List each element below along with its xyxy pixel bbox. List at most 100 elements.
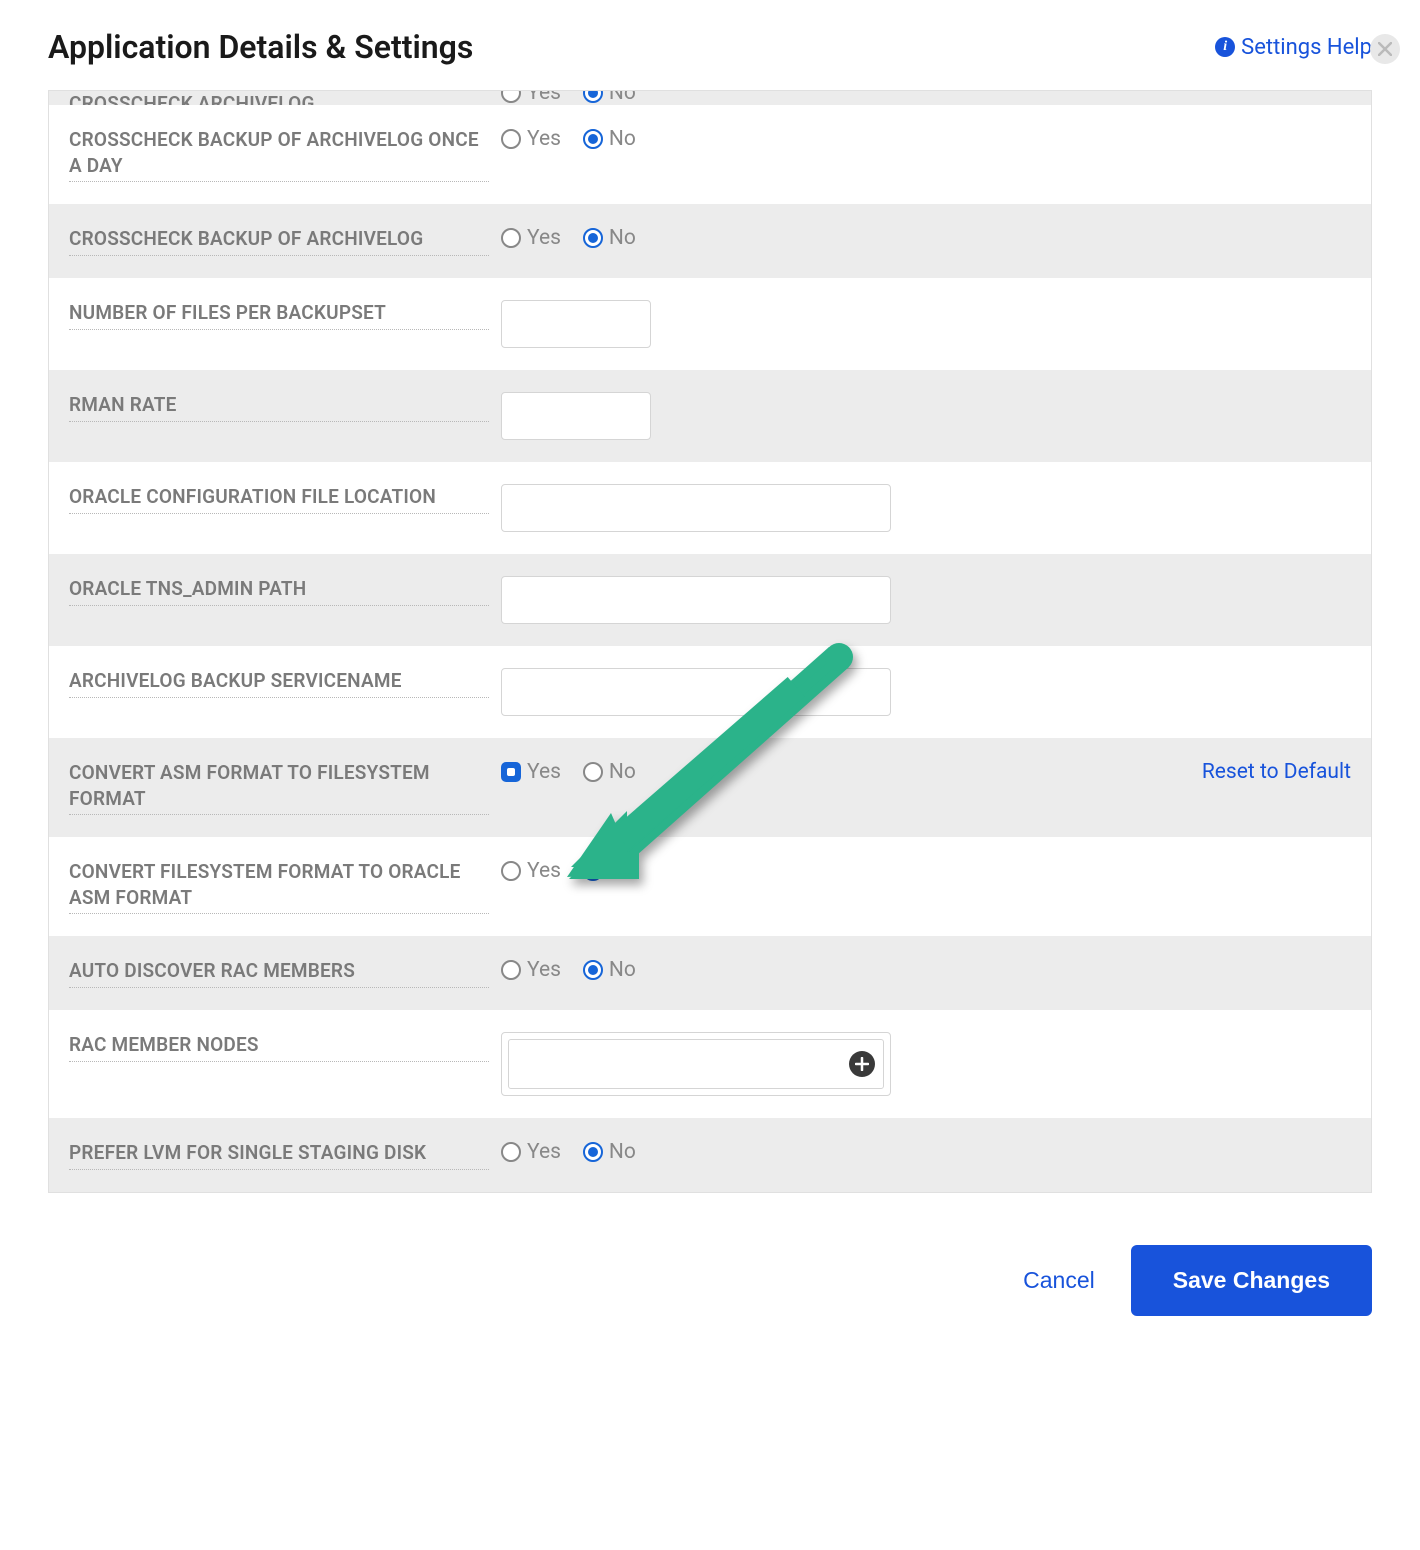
setting-label: CROSSCHECK ARCHIVELOG bbox=[69, 91, 489, 105]
text-input-archivelog_backup_svc[interactable] bbox=[501, 668, 891, 716]
reset-to-default-link[interactable]: Reset to Default bbox=[1202, 760, 1351, 784]
setting-control: Yes No Reset to Default bbox=[489, 760, 1351, 784]
text-input-oracle_tns_admin[interactable] bbox=[501, 576, 891, 624]
modal-header: Application Details & Settings i Setting… bbox=[0, 0, 1420, 90]
radio-option-yes[interactable]: Yes bbox=[501, 127, 561, 151]
radio-option-no[interactable]: No bbox=[583, 760, 636, 784]
settings-panel: CROSSCHECK ARCHIVELOGYesNoCROSSCHECK BAC… bbox=[48, 90, 1372, 1193]
save-changes-button[interactable]: Save Changes bbox=[1131, 1245, 1372, 1316]
setting-label: RAC MEMBER NODES bbox=[69, 1032, 489, 1062]
add-icon[interactable] bbox=[849, 1051, 875, 1077]
setting-label: NUMBER OF FILES PER BACKUPSET bbox=[69, 300, 489, 330]
setting-label: ARCHIVELOG BACKUP SERVICENAME bbox=[69, 668, 489, 698]
setting-control: Yes No bbox=[489, 226, 1351, 250]
radio-option-no[interactable]: No bbox=[583, 127, 636, 151]
settings-help-link[interactable]: i Settings Help bbox=[1215, 35, 1372, 60]
settings-modal: Application Details & Settings i Setting… bbox=[0, 0, 1420, 1316]
radio-input[interactable] bbox=[501, 960, 521, 980]
radio-group: Yes No bbox=[501, 226, 636, 250]
radio-label: No bbox=[609, 1140, 636, 1164]
radio-option-no[interactable]: No bbox=[583, 958, 636, 982]
radio-option-yes[interactable]: Yes bbox=[501, 859, 561, 883]
radio-input[interactable] bbox=[501, 1142, 521, 1162]
radio-group: Yes No bbox=[501, 127, 636, 151]
radio-label: Yes bbox=[527, 91, 561, 105]
setting-control bbox=[489, 392, 1351, 440]
radio-label: Yes bbox=[527, 958, 561, 982]
setting-row-prefer_lvm: PREFER LVM FOR SINGLE STAGING DISK Yes No bbox=[49, 1118, 1371, 1192]
setting-label: CROSSCHECK BACKUP OF ARCHIVELOG bbox=[69, 226, 489, 256]
radio-label: No bbox=[609, 91, 636, 105]
radio-label: Yes bbox=[527, 226, 561, 250]
radio-option-yes[interactable]: Yes bbox=[501, 760, 561, 784]
radio-option-no[interactable]: No bbox=[583, 91, 636, 105]
radio-group: Yes No bbox=[501, 760, 636, 784]
setting-control: Yes No bbox=[489, 127, 1351, 151]
setting-row-crosscheck_backup: CROSSCHECK BACKUP OF ARCHIVELOG Yes No bbox=[49, 204, 1371, 278]
setting-control: Yes No bbox=[489, 1140, 1351, 1164]
help-link-label: Settings Help bbox=[1241, 35, 1372, 60]
setting-control bbox=[489, 668, 1351, 716]
radio-input[interactable] bbox=[583, 861, 603, 881]
radio-label: No bbox=[609, 859, 636, 883]
radio-input[interactable] bbox=[501, 129, 521, 149]
info-icon: i bbox=[1215, 37, 1235, 57]
radio-label: No bbox=[609, 958, 636, 982]
radio-input[interactable] bbox=[583, 129, 603, 149]
setting-label: CONVERT FILESYSTEM FORMAT TO ORACLE ASM … bbox=[69, 859, 489, 914]
radio-option-no[interactable]: No bbox=[583, 1140, 636, 1164]
tag-input-rac_member_nodes[interactable] bbox=[501, 1032, 891, 1096]
text-input-rman_rate[interactable] bbox=[501, 392, 651, 440]
setting-control: Yes No bbox=[489, 859, 1351, 883]
radio-input[interactable] bbox=[501, 228, 521, 248]
radio-option-no[interactable]: No bbox=[583, 226, 636, 250]
text-input-files_per_backupset[interactable] bbox=[501, 300, 651, 348]
tag-input-inner[interactable] bbox=[508, 1039, 884, 1089]
setting-row-rac_member_nodes: RAC MEMBER NODES bbox=[49, 1010, 1371, 1118]
setting-row-crosscheck_backup_once: CROSSCHECK BACKUP OF ARCHIVELOG ONCE A D… bbox=[49, 105, 1371, 204]
radio-option-yes[interactable]: Yes bbox=[501, 958, 561, 982]
radio-label: No bbox=[609, 226, 636, 250]
radio-label: No bbox=[609, 760, 636, 784]
setting-row-crosscheck_archivelog_cut: CROSSCHECK ARCHIVELOG Yes No bbox=[49, 91, 1371, 105]
cancel-button[interactable]: Cancel bbox=[1023, 1267, 1095, 1294]
radio-input[interactable] bbox=[583, 762, 603, 782]
setting-row-auto_discover_rac: AUTO DISCOVER RAC MEMBERSYesNo bbox=[49, 936, 1371, 1010]
radio-input[interactable] bbox=[501, 861, 521, 881]
setting-row-oracle_tns_admin: ORACLE TNS_ADMIN PATH bbox=[49, 554, 1371, 646]
close-icon bbox=[1378, 42, 1392, 56]
radio-option-yes[interactable]: Yes bbox=[501, 1140, 561, 1164]
modal-footer: Cancel Save Changes bbox=[0, 1193, 1420, 1316]
setting-control bbox=[489, 1032, 1351, 1096]
setting-control: Yes No bbox=[489, 958, 1351, 982]
radio-input[interactable] bbox=[501, 762, 521, 782]
radio-group: Yes No bbox=[501, 859, 636, 883]
radio-input[interactable] bbox=[583, 960, 603, 980]
radio-group: Yes No bbox=[501, 91, 636, 105]
radio-group: Yes No bbox=[501, 958, 636, 982]
setting-label: ORACLE CONFIGURATION FILE LOCATION bbox=[69, 484, 489, 514]
setting-control bbox=[489, 300, 1351, 348]
radio-input[interactable] bbox=[501, 91, 521, 103]
radio-input[interactable] bbox=[583, 228, 603, 248]
radio-label: Yes bbox=[527, 760, 561, 784]
radio-label: Yes bbox=[527, 127, 561, 151]
radio-label: Yes bbox=[527, 1140, 561, 1164]
radio-input[interactable] bbox=[583, 1142, 603, 1162]
setting-control bbox=[489, 484, 1351, 532]
radio-input[interactable] bbox=[583, 91, 603, 103]
radio-option-yes[interactable]: Yes bbox=[501, 226, 561, 250]
setting-label: CROSSCHECK BACKUP OF ARCHIVELOG ONCE A D… bbox=[69, 127, 489, 182]
setting-label: CONVERT ASM FORMAT TO FILESYSTEM FORMAT bbox=[69, 760, 489, 815]
radio-label: No bbox=[609, 127, 636, 151]
radio-group: Yes No bbox=[501, 1140, 636, 1164]
setting-control bbox=[489, 576, 1351, 624]
modal-title: Application Details & Settings bbox=[48, 28, 1215, 66]
setting-label: PREFER LVM FOR SINGLE STAGING DISK bbox=[69, 1140, 489, 1170]
radio-label: Yes bbox=[527, 859, 561, 883]
text-input-oracle_config_loc[interactable] bbox=[501, 484, 891, 532]
close-button[interactable] bbox=[1370, 34, 1400, 64]
setting-control: Yes No bbox=[489, 91, 1351, 105]
radio-option-no[interactable]: No bbox=[583, 859, 636, 883]
radio-option-yes[interactable]: Yes bbox=[501, 91, 561, 105]
